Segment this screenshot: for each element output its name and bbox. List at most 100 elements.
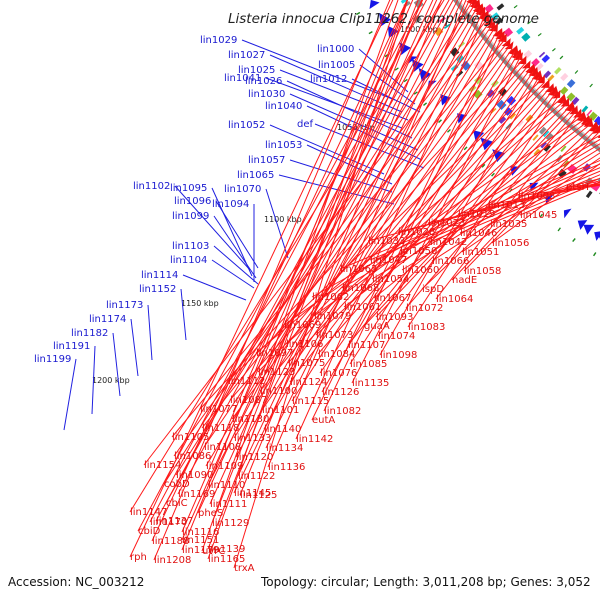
- reverse-gene-label: cbiD: [138, 526, 161, 537]
- reverse-gene-label: lin1165: [208, 554, 245, 565]
- forward-gene-label: lin1070: [224, 184, 261, 195]
- leader-line: [129, 0, 445, 513]
- reverse-gene-label: rph: [130, 552, 147, 563]
- genome-backbone: [452, 0, 600, 153]
- reverse-gene-label: lin1084: [318, 349, 355, 360]
- forward-gene-label: lin1096: [174, 196, 211, 207]
- reverse-gene-label: lin1122: [238, 471, 275, 482]
- leader-line: [317, 87, 551, 355]
- forward-gene-label: lin1182: [71, 328, 108, 339]
- orf-band-segment: [517, 120, 524, 128]
- forward-gene-label: lin1041: [224, 73, 261, 84]
- forward-gene-label: lin1057: [248, 155, 285, 166]
- forward-gene-label: lin1094: [212, 199, 249, 210]
- orf-band-segment: [538, 126, 547, 135]
- leader-line: [171, 39, 505, 438]
- orf-band-segment: [516, 26, 525, 35]
- forward-gene-label: lin1053: [265, 140, 302, 151]
- reverse-gene-label: lin1108: [204, 442, 241, 453]
- reverse-gene-label: nadE: [452, 275, 477, 286]
- reverse-gene-label: lin1208: [154, 555, 191, 566]
- reverse-gene-label: lin1008: [518, 191, 555, 202]
- map-title: Listeria innocua Clip11262, complete gen…: [228, 11, 539, 27]
- gc-mark: [592, 252, 597, 257]
- leader-line: [313, 118, 585, 317]
- reverse-gene-label: lin1050: [400, 246, 437, 257]
- orf-band-segment: [585, 190, 593, 199]
- orf-band-segment: [586, 109, 593, 116]
- orf-band-segment: [490, 12, 500, 21]
- orf-band-segment: [495, 17, 504, 26]
- forward-gene-label: lin1027: [228, 50, 265, 61]
- leader-line: [519, 181, 600, 216]
- leader-line: [91, 345, 96, 415]
- gc-mark: [368, 30, 373, 35]
- leader-line: [407, 95, 559, 328]
- reverse-gene-label: lin1045: [520, 210, 557, 221]
- forward-gene-arrow: [510, 166, 521, 176]
- gc-marks-track: [356, 4, 597, 257]
- leader-line: [349, 74, 537, 365]
- reverse-gene-label: lin1125: [240, 490, 277, 501]
- orf-bands: [400, 0, 600, 199]
- leader-line: [373, 123, 591, 299]
- leader-line: [351, 57, 521, 384]
- reverse-gene-label: lin1100: [260, 386, 297, 397]
- orf-band-segment: [566, 92, 576, 102]
- gc-mark: [413, 91, 418, 95]
- orf-band-segment: [413, 0, 424, 9]
- reverse-gene-label: lin1013: [488, 200, 525, 211]
- leader-line: [263, 30, 498, 430]
- forward-gene-arrow: [594, 231, 600, 241]
- leader-line: [314, 123, 425, 169]
- orf-band-segment: [503, 27, 514, 37]
- orf-band-segment: [560, 72, 569, 82]
- reverse-gene-label: lin1062: [312, 292, 349, 303]
- forward-gene-arrow: [369, 0, 380, 9]
- leader-line: [239, 0, 442, 496]
- orf-band-segment: [560, 145, 567, 153]
- leader-line: [319, 71, 534, 374]
- tick-label: 1050 kbp: [337, 123, 375, 132]
- reverse-gene-label: lin1054: [372, 274, 409, 285]
- orf-band-segment: [484, 4, 494, 14]
- accession-text: Accession: NC_003212: [8, 575, 144, 589]
- leader-line: [207, 0, 459, 486]
- reverse-gene-label: lin1120: [236, 452, 273, 463]
- leader-line: [215, 200, 259, 269]
- leader-line: [311, 33, 500, 421]
- leader-line: [451, 128, 597, 281]
- leader-line: [347, 90, 553, 346]
- label-leader-lines: [63, 0, 600, 569]
- reverse-gene-label: lin1061: [344, 302, 381, 313]
- leader-line: [213, 245, 259, 285]
- reverse-genes-track: [466, 0, 600, 139]
- orf-band-segment: [506, 95, 517, 106]
- gc-mark: [481, 163, 486, 168]
- leader-line: [323, 36, 503, 412]
- reverse-gene-label: lin1035: [490, 219, 527, 230]
- leader-line: [291, 51, 516, 402]
- reverse-gene-label: uvrC: [202, 546, 225, 557]
- leader-line: [339, 159, 600, 270]
- forward-gene-label: lin1152: [139, 284, 176, 295]
- orf-band-segment: [443, 23, 451, 30]
- reverse-gene-label: lin1137: [156, 516, 193, 527]
- leader-line: [358, 48, 409, 93]
- leader-line: [207, 0, 408, 560]
- orf-band-segment: [531, 58, 540, 67]
- leader-line: [211, 0, 419, 524]
- leader-line: [129, 0, 394, 558]
- leader-line: [174, 185, 251, 271]
- tick-label: 1100 kbp: [264, 215, 302, 224]
- reverse-gene-label: lin1072: [406, 303, 443, 314]
- gc-mark: [539, 213, 544, 218]
- leader-line: [181, 0, 424, 541]
- leader-line: [213, 215, 257, 279]
- reverse-gene-label: lin1136: [268, 462, 305, 473]
- gc-mark: [574, 70, 579, 74]
- orf-band-segment: [400, 0, 409, 4]
- reverse-gene-label: lin1139: [208, 544, 245, 555]
